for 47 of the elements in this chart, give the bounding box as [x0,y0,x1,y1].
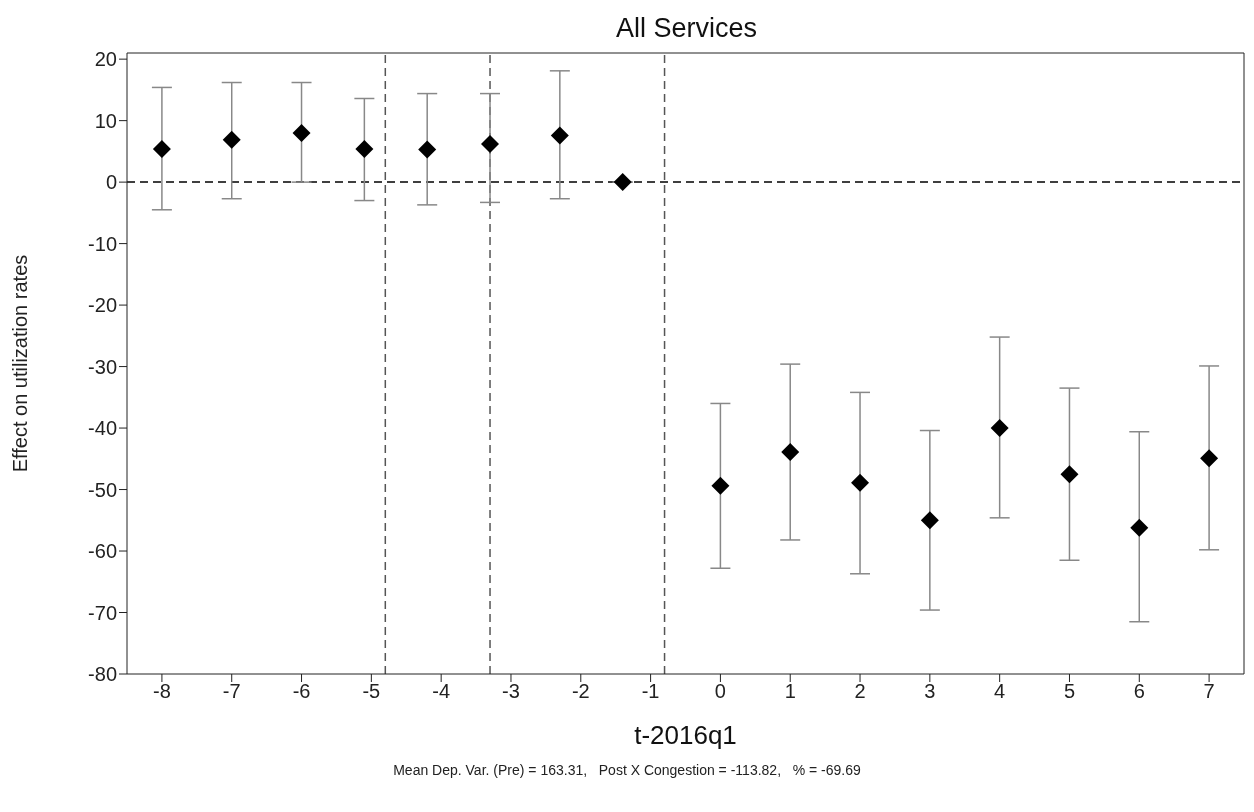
y-tick-label: -30 [88,355,117,378]
x-tick-label: 5 [1063,680,1076,703]
text: Mean Dep. Var. (Pre) = 163.31, Post X Congestion = -113.82, % = -69.69 [392,762,862,778]
y-tick-label: -60 [88,540,117,563]
point [418,140,437,159]
y-tick-label: 10 [94,109,117,132]
point [851,473,870,492]
y-tick-label: -10 [88,232,117,255]
y-tick-label: -50 [88,478,117,501]
y-tick-label: -20 [88,294,117,317]
point [781,443,800,462]
point [1200,449,1219,468]
y-tick-label: -40 [88,417,117,440]
x-tick-label: -5 [362,680,381,703]
y-tick-label: -80 [88,663,117,686]
x-tick-label: -3 [502,680,520,703]
point [355,139,374,158]
chart-title: All Services [614,12,758,45]
point [990,419,1009,438]
y-tick-label: 20 [94,48,117,71]
x-tick-label: 6 [1133,680,1145,703]
point [1130,518,1149,537]
x-tick-label: -8 [153,680,171,703]
point [711,476,730,495]
x-tick-label: 2 [854,680,866,703]
x-tick-label: 7 [1203,680,1215,703]
point [1060,465,1079,484]
x-tick-label: -7 [222,680,241,703]
x-axis-title: t-2016q1 [634,720,737,750]
point [292,123,311,142]
point [920,511,939,530]
x-tick-label: -4 [432,680,451,703]
x-tick-label: -2 [571,680,590,703]
point [481,135,500,153]
y-axis-title: Effect on utilization rates [9,254,32,473]
point [152,139,171,158]
y-tick-label: 0 [105,171,117,194]
y-tick-label: -70 [88,601,117,624]
x-tick-label: 0 [714,680,726,703]
x-tick-label: -1 [641,680,660,703]
x-tick-label: 4 [994,680,1006,703]
x-tick-label: -6 [292,680,311,703]
point [222,130,241,149]
point [613,173,632,192]
x-tick-label: 1 [784,680,796,703]
x-tick-label: 3 [924,680,936,703]
point [550,126,569,145]
